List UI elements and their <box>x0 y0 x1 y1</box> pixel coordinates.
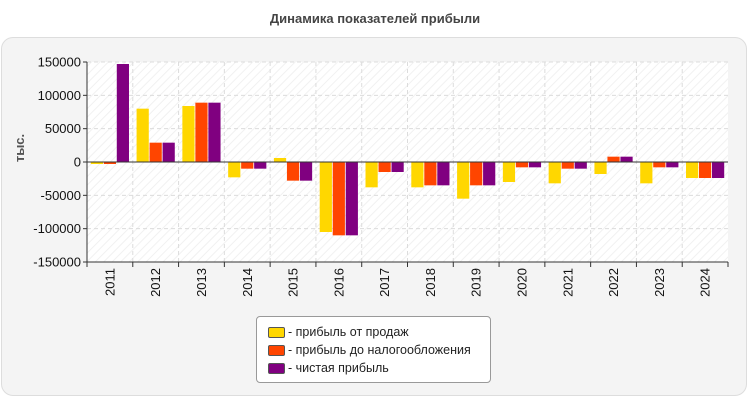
x-tick-label: 2022 <box>606 268 621 297</box>
bar <box>365 162 378 188</box>
bar <box>607 156 620 162</box>
bar <box>620 156 633 162</box>
bar <box>411 162 424 188</box>
x-tick-label: 2013 <box>194 268 209 297</box>
bar <box>116 64 129 162</box>
x-tick-label: 2014 <box>240 268 255 297</box>
bar <box>299 162 313 181</box>
legend-label: - прибыль до налогообложения <box>288 343 471 357</box>
legend: - прибыль от продаж - прибыль до налогоо… <box>256 316 491 383</box>
bar <box>254 162 267 169</box>
bar <box>561 162 574 169</box>
bar <box>136 108 149 162</box>
legend-item-net-profit: - чистая прибыль <box>268 359 490 377</box>
bar <box>332 162 345 236</box>
y-tick-label: 50000 <box>45 121 81 136</box>
x-tick-label: 2021 <box>560 268 575 297</box>
bar <box>345 162 358 236</box>
legend-item-sales-profit: - прибыль от продаж <box>268 323 490 341</box>
x-tick-label: 2019 <box>469 268 484 297</box>
y-axis-label: тыс. <box>12 134 27 162</box>
bar <box>502 162 516 182</box>
bar <box>391 162 404 172</box>
legend-item-pretax-profit: - прибыль до налогообложения <box>268 341 490 359</box>
bar <box>103 162 116 164</box>
legend-swatch <box>268 362 285 374</box>
axes <box>83 61 729 267</box>
bar <box>653 162 666 168</box>
bar <box>640 162 653 184</box>
y-tick-label: -150000 <box>33 255 81 270</box>
bar <box>241 162 254 169</box>
y-tick-labels: 150000 100000 50000 0 -50000 -100000 -150000 <box>33 55 81 270</box>
bar <box>712 162 725 178</box>
x-tick-label: 2016 <box>331 268 346 297</box>
x-tick-labels: 2011 2012 2013 2014 2015 2016 2017 2018 2019 2020… <box>102 268 712 297</box>
bar <box>319 162 332 232</box>
legend-label: - чистая прибыль <box>288 361 389 375</box>
bar <box>149 142 162 162</box>
y-tick-label: -100000 <box>33 221 81 236</box>
x-tick-label: 2015 <box>286 268 301 297</box>
bar <box>483 162 496 186</box>
chart-title: Динамика показателей прибыли <box>269 11 481 26</box>
x-tick-label: 2017 <box>377 268 392 297</box>
bar <box>286 162 300 181</box>
bar <box>378 162 391 172</box>
bar <box>699 162 712 178</box>
bar <box>686 162 699 178</box>
bars <box>90 64 725 236</box>
y-tick-label: -50000 <box>41 188 81 203</box>
bar <box>548 162 561 184</box>
bar <box>666 162 679 168</box>
bar <box>594 162 607 174</box>
x-tick-label: 2018 <box>423 268 438 297</box>
legend-swatch <box>268 326 285 338</box>
bar <box>182 106 195 162</box>
bar <box>195 102 208 162</box>
bar <box>470 162 483 186</box>
bar <box>273 158 287 162</box>
x-tick-label: 2023 <box>652 268 667 297</box>
legend-label: - прибыль от продаж <box>288 325 409 339</box>
y-tick-label: 100000 <box>38 88 81 103</box>
bar <box>437 162 450 186</box>
x-tick-label: 2024 <box>698 268 713 297</box>
bar <box>457 162 470 199</box>
x-tick-label: 2020 <box>515 268 530 297</box>
bar <box>90 162 103 164</box>
legend-swatch <box>268 344 285 356</box>
y-tick-label: 0 <box>74 155 81 170</box>
bar <box>528 162 542 168</box>
x-tick-label: 2011 <box>102 268 117 296</box>
bar <box>162 142 175 162</box>
bar <box>228 162 241 178</box>
bar <box>574 162 587 169</box>
y-tick-label: 150000 <box>38 55 81 70</box>
x-tick-label: 2012 <box>148 268 163 297</box>
bar <box>208 102 221 162</box>
bar <box>424 162 437 186</box>
bar <box>515 162 529 168</box>
